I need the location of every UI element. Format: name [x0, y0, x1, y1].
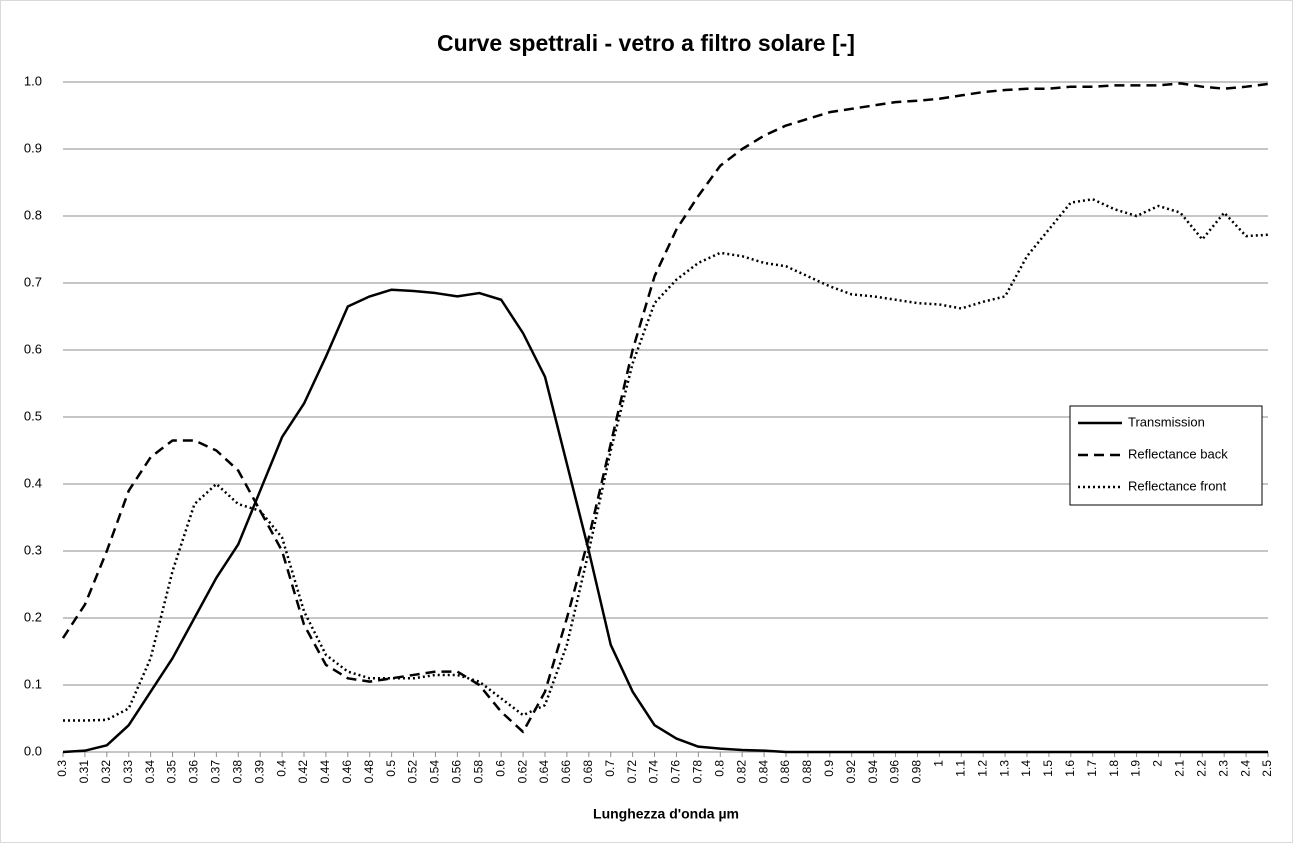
series-line: [61, 82, 1269, 734]
x-axis-label: Lunghezza d'onda µm: [593, 806, 739, 822]
x-tick-label: 1.8: [1107, 760, 1121, 777]
x-tick-label: 0.62: [515, 760, 529, 784]
x-tick-label: 2.1: [1173, 760, 1187, 777]
y-tick-label: 0.0: [24, 743, 42, 758]
x-tick-label: 0.39: [252, 760, 266, 784]
x-tick-label: 0.38: [230, 760, 244, 784]
x-tick-label: 0.32: [99, 760, 113, 784]
x-tick-label: 0.76: [669, 760, 683, 784]
legend-label: Reflectance back: [1128, 446, 1228, 461]
y-tick-label: 0.5: [24, 408, 42, 423]
x-tick-label: 0.7: [603, 760, 617, 777]
x-tick-label: 0.84: [756, 760, 770, 784]
x-tick-label: 1.3: [997, 760, 1011, 777]
x-tick-label: 1.9: [1129, 760, 1143, 777]
x-tick-label: 0.36: [187, 760, 201, 784]
x-tick-label: 0.52: [406, 760, 420, 784]
x-tick-label: 1.5: [1041, 760, 1055, 777]
y-tick-label: 0.3: [24, 542, 42, 557]
x-tick-label: 1.7: [1085, 760, 1099, 777]
series-line: [62, 288, 1268, 754]
legend: Transmission Reflectance back Reflectance …: [1069, 405, 1263, 506]
x-tick-label: 0.68: [581, 760, 595, 784]
x-tick-label: 1: [932, 760, 946, 767]
x-tick-label: 0.8: [712, 760, 726, 777]
y-tick-label: 0.9: [24, 140, 42, 155]
series-line: [63, 198, 1269, 722]
x-tick-label: 0.96: [888, 760, 902, 784]
x-tick-label: 1.2: [975, 760, 989, 777]
x-tick-label: 0.92: [844, 760, 858, 784]
x-tick-label: 0.54: [428, 760, 442, 784]
x-tick-label: 0.74: [647, 760, 661, 784]
x-tick-label: 0.82: [734, 760, 748, 784]
x-tick-label: 0.3: [55, 760, 69, 777]
y-tick-label: 0.1: [24, 676, 42, 691]
y-tick-label: 0.8: [24, 207, 42, 222]
x-tick-label: 2: [1151, 760, 1165, 767]
x-tick-label: 1.1: [953, 760, 967, 777]
x-tick-label: 0.34: [143, 760, 157, 784]
x-tick-label: 0.56: [450, 760, 464, 784]
x-tick-label: 0.35: [165, 760, 179, 784]
x-tick-label: 0.78: [691, 760, 705, 784]
x-tick-label: 0.31: [77, 760, 91, 784]
chart-title: Curve spettrali - vetro a filtro solare …: [437, 30, 855, 56]
x-tick-label: 0.42: [296, 760, 310, 784]
x-tick-label: 0.44: [318, 760, 332, 784]
legend-label: Transmission: [1128, 414, 1205, 429]
x-tick-label: 0.64: [537, 760, 551, 784]
x-tick-label: 0.88: [800, 760, 814, 784]
x-tick-label: 0.9: [822, 760, 836, 777]
y-tick-label: 1.0: [24, 73, 42, 88]
x-tick-label: 0.72: [625, 760, 639, 784]
x-tick-label: 0.98: [910, 760, 924, 784]
y-tick-label: 0.6: [24, 341, 42, 356]
x-tick-label: 0.48: [362, 760, 376, 784]
x-tick-label: 2.3: [1216, 760, 1230, 777]
x-tick-label: 1.4: [1019, 760, 1033, 777]
x-tick-label: 0.94: [866, 760, 880, 784]
y-tick-label: 0.2: [24, 609, 42, 624]
x-tick-label: 2.5: [1260, 760, 1274, 777]
x-tick-label: 0.37: [209, 760, 223, 784]
x-tick-label: 0.6: [493, 760, 507, 777]
x-tick-label: 0.66: [559, 760, 573, 784]
x-tick-label: 0.86: [778, 760, 792, 784]
y-tick-label: 0.7: [24, 274, 42, 289]
x-tick-label: 0.5: [384, 760, 398, 777]
x-tick-label: 2.2: [1194, 760, 1208, 777]
legend-label: Reflectance front: [1128, 478, 1227, 493]
x-tick-label: 0.46: [340, 760, 354, 784]
x-tick-label: 0.33: [121, 760, 135, 784]
y-tick-label: 0.4: [24, 475, 42, 490]
x-tick-label: 0.58: [471, 760, 485, 784]
x-tick-label: 0.4: [274, 760, 288, 777]
x-tick-label: 2.4: [1238, 760, 1252, 777]
x-tick-label: 1.6: [1063, 760, 1077, 777]
